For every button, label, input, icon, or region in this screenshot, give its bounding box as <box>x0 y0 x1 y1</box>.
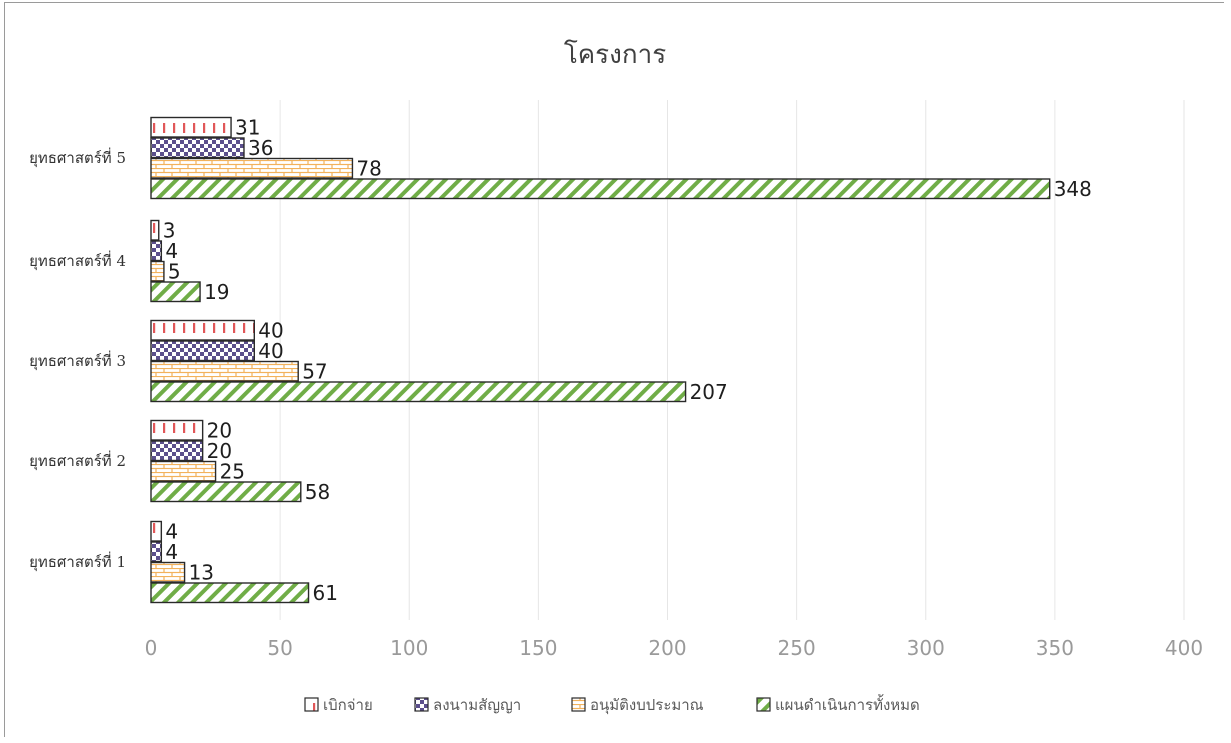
bar <box>150 582 310 604</box>
bar <box>150 240 163 262</box>
data-label: 40 <box>258 339 283 363</box>
bar <box>150 419 204 441</box>
x-tick-label: 250 <box>778 636 816 660</box>
data-label: 4 <box>165 239 178 263</box>
x-tick-label: 0 <box>145 636 158 660</box>
category-label: ยุทธศาสตร์ที่ 4 <box>29 250 126 271</box>
bar <box>150 381 687 403</box>
data-label: 19 <box>204 280 229 304</box>
category-label: ยุทธศาสตร์ที่ 3 <box>29 350 126 371</box>
data-label: 5 <box>168 259 181 283</box>
bar <box>150 116 232 138</box>
data-label: 58 <box>305 480 330 504</box>
bar <box>150 360 299 382</box>
legend-swatch <box>304 697 319 712</box>
bar <box>150 260 165 282</box>
bars <box>150 116 1051 604</box>
data-label: 4 <box>165 540 178 564</box>
data-label: 40 <box>258 318 283 342</box>
data-label: 13 <box>189 560 214 584</box>
data-label: 78 <box>356 156 381 180</box>
legend-swatch <box>414 697 429 712</box>
legend-swatch <box>756 697 771 712</box>
x-axis-ticks: 0 50 100 150 200 250 300 350 400 <box>145 636 1203 660</box>
data-label: 207 <box>690 380 728 404</box>
legend-label: อนุมัติงบประมาณ <box>590 696 704 715</box>
bar <box>150 340 256 362</box>
legend-label: แผนดำเนินการทั้งหมด <box>775 694 920 714</box>
legend-swatch <box>571 697 586 712</box>
bar <box>150 219 160 241</box>
bar <box>150 137 245 159</box>
bar <box>150 178 1051 200</box>
x-tick-label: 100 <box>390 636 428 660</box>
category-label: ยุทธศาสตร์ที่ 2 <box>29 450 126 471</box>
bar <box>150 460 217 482</box>
bar <box>150 319 256 341</box>
category-labels: ยุทธศาสตร์ที่ 1 ยุทธศาสตร์ที่ 2 ยุทธศาสตร์… <box>29 147 126 572</box>
legend-label: เบิกจ่าย <box>323 696 373 714</box>
bar <box>150 561 186 583</box>
bar <box>150 440 204 462</box>
x-tick-label: 350 <box>1036 636 1074 660</box>
data-label: 20 <box>207 439 232 463</box>
data-label: 61 <box>313 581 338 605</box>
category-label: ยุทธศาสตร์ที่ 5 <box>29 147 126 168</box>
bar <box>150 541 163 563</box>
legend: เบิกจ่าย ลงนามสัญญา อนุมัติงบประมาณ แผนดำเน… <box>304 694 920 715</box>
data-label: 31 <box>235 115 260 139</box>
chart-frame <box>4 2 1224 737</box>
x-tick-label: 400 <box>1165 636 1203 660</box>
bar <box>150 481 302 503</box>
bar <box>150 157 354 179</box>
gridlines <box>279 100 1185 620</box>
data-label: 25 <box>220 459 245 483</box>
data-label: 348 <box>1054 177 1092 201</box>
data-label: 3 <box>163 218 176 242</box>
data-label: 57 <box>302 359 327 383</box>
x-tick-label: 50 <box>267 636 292 660</box>
data-label: 20 <box>207 418 232 442</box>
chart-title: โครงการ <box>564 39 666 70</box>
bar <box>150 520 163 542</box>
x-tick-label: 300 <box>907 636 945 660</box>
legend-label: ลงนามสัญญา <box>433 696 521 714</box>
category-label: ยุทธศาสตร์ที่ 1 <box>29 551 126 572</box>
data-label: 4 <box>165 519 178 543</box>
data-label: 36 <box>248 136 273 160</box>
bar <box>150 281 201 303</box>
x-tick-label: 200 <box>648 636 686 660</box>
x-tick-label: 150 <box>519 636 557 660</box>
